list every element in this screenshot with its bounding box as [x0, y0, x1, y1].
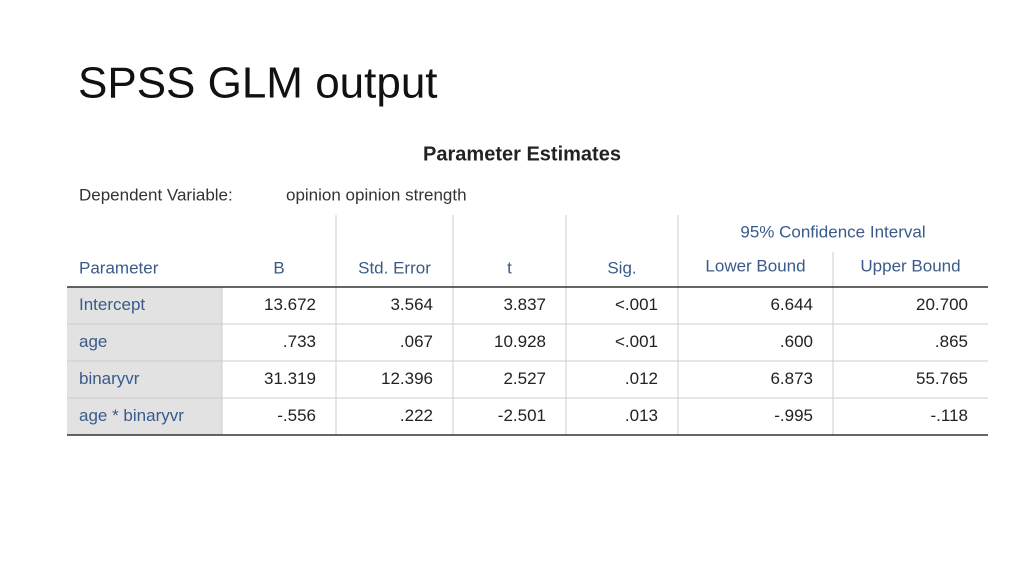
column-header: Upper Bound	[860, 256, 960, 275]
dependent-label: Dependent Variable:	[79, 185, 233, 204]
cell: .600	[780, 332, 813, 351]
cell: 2.527	[503, 369, 546, 388]
cell: <.001	[615, 332, 658, 351]
slide-title: SPSS GLM output	[78, 59, 438, 108]
cell: -2.501	[498, 406, 546, 425]
cell: .733	[283, 332, 316, 351]
cell: 20.700	[916, 295, 968, 314]
column-header: Parameter	[79, 258, 159, 277]
cell: .222	[400, 406, 433, 425]
column-header: Sig.	[607, 258, 636, 277]
table-title: Parameter Estimates	[423, 143, 621, 165]
cell: 3.564	[390, 295, 433, 314]
column-header: B	[273, 258, 284, 277]
cell: .012	[625, 369, 658, 388]
cell: 13.672	[264, 295, 316, 314]
cell: 10.928	[494, 332, 546, 351]
cell: -.556	[277, 406, 316, 425]
cell: <.001	[615, 295, 658, 314]
row-label: Intercept	[79, 295, 145, 314]
cell: .013	[625, 406, 658, 425]
cell: .067	[400, 332, 433, 351]
cell: 6.644	[770, 295, 813, 314]
group-header: 95% Confidence Interval	[740, 222, 925, 241]
cell: -.995	[774, 406, 813, 425]
cell: 12.396	[381, 369, 433, 388]
row-label: age * binaryvr	[79, 406, 184, 425]
cell: .865	[935, 332, 968, 351]
column-header: t	[507, 258, 512, 277]
dependent-value: opinion opinion strength	[286, 185, 467, 204]
cell: 55.765	[916, 369, 968, 388]
row-label: age	[79, 332, 107, 351]
cell: 31.319	[264, 369, 316, 388]
column-header: Std. Error	[358, 258, 431, 277]
cell: 6.873	[770, 369, 813, 388]
cell: -.118	[931, 406, 969, 425]
cell: 3.837	[503, 295, 546, 314]
column-header: Lower Bound	[705, 256, 805, 275]
table: 95% Confidence Interval Parameter B Std. Er…	[67, 215, 988, 436]
row-label: binaryvr	[79, 369, 140, 388]
